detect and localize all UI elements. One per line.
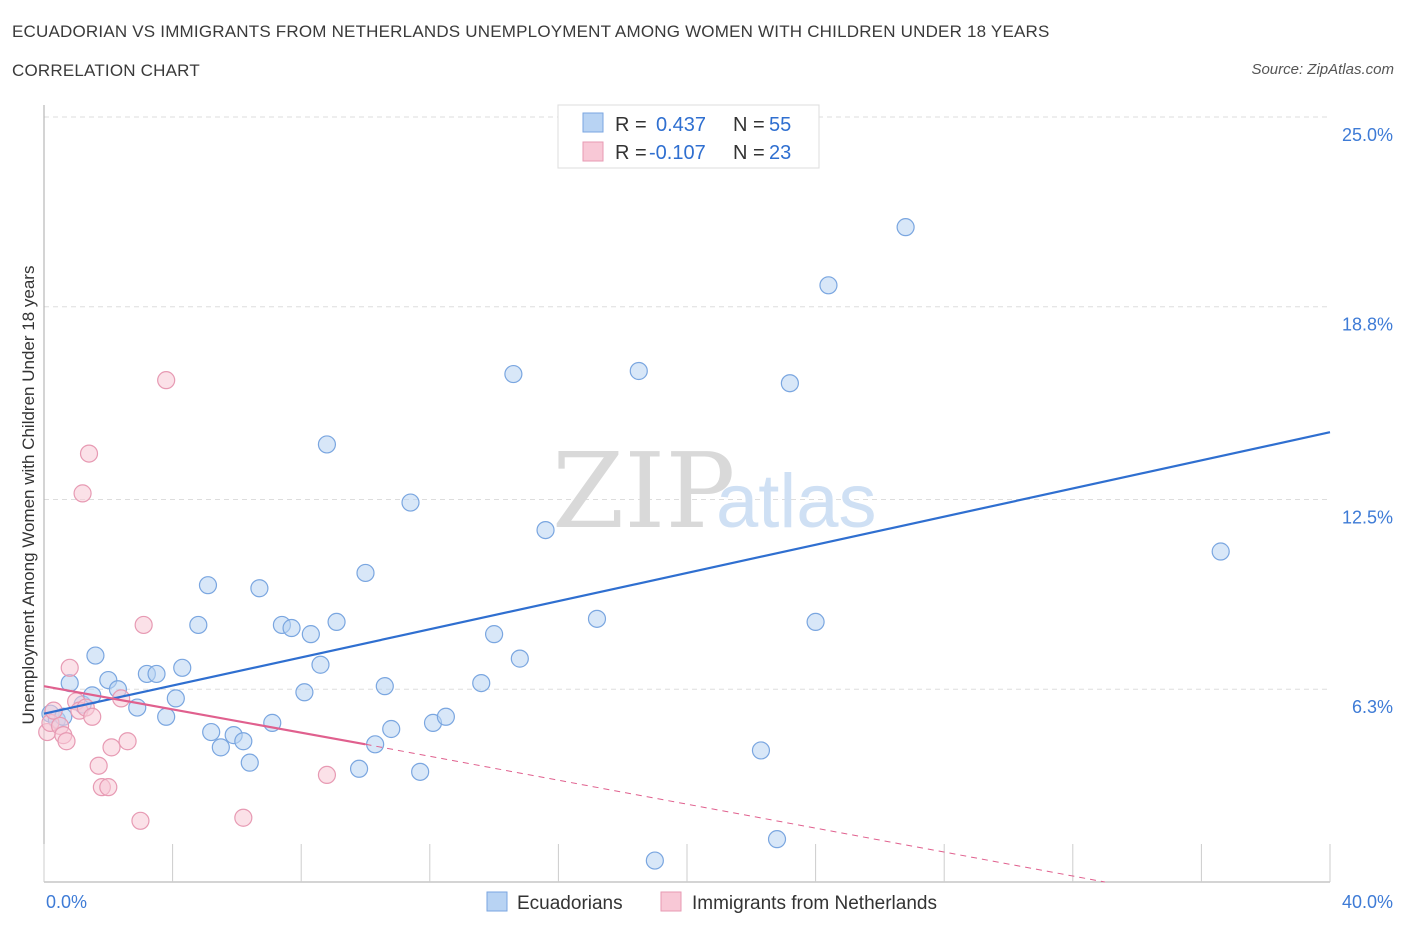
ecuadorians-point-35 xyxy=(382,719,401,739)
y-tick-label-3: 25.0% xyxy=(1342,125,1393,145)
ecuadorians-point-47 xyxy=(645,851,664,870)
y-axis-label: Unemployment Among Women with Children U… xyxy=(19,266,38,725)
ecuadorians-point-50 xyxy=(780,374,799,393)
stats-r-value-1: 0.437 xyxy=(656,114,706,136)
ecuadorians-point-16 xyxy=(198,576,218,595)
grid-lines xyxy=(44,116,1330,690)
chart-title: ECUADORIAN VS IMMIGRANTS FROM NETHERLAND… xyxy=(12,22,1050,41)
legend-swatch-ecuadorians xyxy=(486,891,508,912)
ecuadorians-point-31 xyxy=(349,759,369,778)
ecuadorians-point-46 xyxy=(629,361,648,381)
ecuadorians-point-6 xyxy=(86,646,105,665)
ecuadorians-point-36 xyxy=(401,493,420,512)
ecuadorians-point-21 xyxy=(240,753,259,772)
ecuadorians-point-39 xyxy=(436,707,455,726)
netherlands-point-15 xyxy=(99,778,118,797)
trend-lines xyxy=(43,431,1331,883)
ecuadorians-point-52 xyxy=(819,276,838,295)
ecuadorians-point-42 xyxy=(504,364,523,384)
stats-n-value-1: 55 xyxy=(769,114,791,136)
ecuadorians-point-20 xyxy=(234,732,253,751)
trendline-netherlands-extension xyxy=(365,743,1106,883)
ecuadorians-point-11 xyxy=(147,664,166,684)
stats-n-label-2: N = xyxy=(733,142,765,164)
ecuadorians-point-53 xyxy=(896,218,915,237)
netherlands-point-20 xyxy=(134,615,153,635)
netherlands-point-22 xyxy=(234,808,253,827)
watermark: ZIP atlas xyxy=(552,430,877,552)
ecuadorians-point-40 xyxy=(472,673,491,693)
trendline-ecuadorians xyxy=(43,431,1331,715)
y-tick-label-0: 6.3% xyxy=(1352,697,1393,717)
ecuadorians-point-51 xyxy=(806,612,825,632)
ecuadorians-point-34 xyxy=(375,677,394,696)
y-tick-label-1: 12.5% xyxy=(1342,508,1393,528)
ecuadorians-point-27 xyxy=(301,625,320,644)
netherlands-point-9 xyxy=(73,484,92,503)
y-tick-labels: 6.3% 12.5% 18.8% 25.0% xyxy=(1342,125,1393,717)
ecuadorians-point-15 xyxy=(189,615,208,635)
source-credit: Source: ZipAtlas.com xyxy=(1251,61,1394,78)
legend: Ecuadorians Immigrants from Netherlands xyxy=(486,891,937,914)
x-tick-label-1: 40.0% xyxy=(1342,892,1393,912)
stats-n-value-2: 23 xyxy=(769,142,791,164)
ecuadorians-point-44 xyxy=(536,520,555,540)
x-tick-label-0: 0.0% xyxy=(46,892,87,912)
axes xyxy=(43,105,1331,883)
netherlands-point-23 xyxy=(317,765,337,785)
ecuadorians-point-49 xyxy=(767,830,787,849)
legend-swatch-netherlands xyxy=(660,891,682,912)
netherlands-point-16 xyxy=(102,738,121,757)
stats-r-label-1: R = xyxy=(615,114,647,136)
stats-r-label-2: R = xyxy=(615,142,647,164)
stats-n-label-1: N = xyxy=(733,114,765,136)
netherlands-point-21 xyxy=(157,371,176,390)
x-tick-labels: 0.0% 40.0% xyxy=(46,892,1393,912)
ecuadorians-point-30 xyxy=(327,612,346,632)
stats-box: R = 0.437 N = 55 R = -0.107 N = 23 xyxy=(557,104,820,169)
y-tick-label-2: 18.8% xyxy=(1342,315,1393,335)
series-netherlands xyxy=(38,371,337,830)
stats-swatch-blue xyxy=(582,112,604,133)
ecuadorians-point-33 xyxy=(366,735,385,754)
ecuadorians-point-54 xyxy=(1211,542,1230,561)
netherlands-point-6 xyxy=(60,658,79,677)
netherlands-point-13 xyxy=(89,756,108,775)
ecuadorians-point-41 xyxy=(485,625,504,644)
stats-swatch-pink xyxy=(582,141,604,162)
netherlands-point-18 xyxy=(118,732,137,751)
ecuadorians-point-18 xyxy=(211,738,230,757)
netherlands-point-11 xyxy=(79,444,99,463)
chart-subtitle: CORRELATION CHART xyxy=(12,61,200,80)
ecuadorians-point-22 xyxy=(250,579,269,598)
ecuadorians-point-17 xyxy=(202,722,221,742)
ecuadorians-point-13 xyxy=(166,689,185,708)
netherlands-point-5 xyxy=(57,732,76,751)
stats-r-value-2: -0.107 xyxy=(649,142,706,164)
watermark-atlas: atlas xyxy=(716,459,877,544)
watermark-zip: ZIP xyxy=(552,430,735,552)
ecuadorians-point-32 xyxy=(356,563,375,583)
ecuadorians-point-48 xyxy=(751,741,771,760)
ecuadorians-point-37 xyxy=(411,762,430,781)
ecuadorians-point-25 xyxy=(282,618,301,638)
trendline-netherlands xyxy=(43,685,366,746)
ecuadorians-point-43 xyxy=(510,649,529,668)
ecuadorians-point-12 xyxy=(157,707,176,726)
legend-label-netherlands: Immigrants from Netherlands xyxy=(692,893,937,914)
netherlands-point-12 xyxy=(83,707,102,726)
ecuadorians-point-28 xyxy=(311,655,330,674)
ecuadorians-point-26 xyxy=(295,683,314,702)
legend-label-ecuadorians: Ecuadorians xyxy=(517,893,623,914)
ecuadorians-point-29 xyxy=(317,435,337,454)
ecuadorians-point-14 xyxy=(173,658,192,677)
netherlands-point-19 xyxy=(131,811,150,830)
ecuadorians-point-45 xyxy=(587,609,607,628)
